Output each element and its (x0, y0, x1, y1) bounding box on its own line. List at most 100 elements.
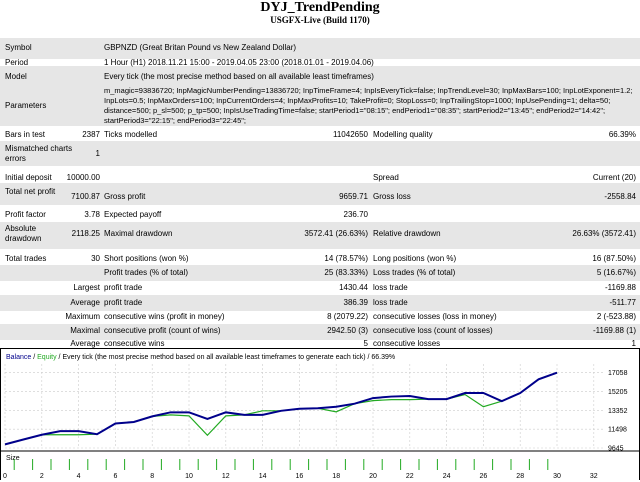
value-spread: Current (20) (592, 173, 636, 182)
size-label: Size (6, 455, 20, 462)
label-period: Period (5, 58, 29, 67)
label-profit-factor: Profit factor (5, 210, 46, 219)
y-tick-label: 11498 (608, 427, 627, 434)
label-average-cons: Average (70, 339, 100, 348)
value-symbol: GBPNZD (Great Britan Pound vs New Zealan… (104, 43, 297, 52)
value-modelling-quality: 66.39% (608, 130, 636, 139)
balance-chart: Balance / Equity / Every tick (the most … (0, 348, 640, 481)
chart-x-ticks: 0 2 4 6 8 10 12 14 16 18 20 22 24 26 28 30 32 (3, 473, 598, 480)
x-tick-label: 4 (77, 473, 81, 480)
chart-series (4, 371, 558, 446)
label-cons-loss-count: consecutive loss (count of losses) (373, 326, 493, 335)
x-tick-label: 12 (222, 473, 230, 480)
label-gross-loss: Gross loss (373, 192, 411, 201)
value-average-loss: -511.77 (609, 298, 636, 307)
report-title: DYJ_TrendPending (260, 0, 380, 15)
x-tick-label: 2 (40, 473, 44, 480)
label-ticks-modelled: Ticks modelled (104, 130, 158, 139)
legend-quality: 66.39% (371, 354, 395, 361)
value-average-profit: 386.39 (343, 298, 368, 307)
row-band (0, 222, 640, 249)
y-tick-label: 15205 (608, 389, 628, 396)
x-tick-label: 8 (150, 473, 154, 480)
label-maximal-drawdown: Maximal drawdown (104, 229, 173, 238)
chart-frame (0, 348, 640, 481)
label-short-positions: Short positions (won %) (104, 254, 189, 263)
row-band (0, 66, 640, 126)
y-tick-label: 13352 (608, 408, 628, 415)
value-maximal-drawdown: 3572.41 (26.63%) (304, 229, 368, 238)
x-tick-label: 0 (3, 473, 7, 480)
x-tick-label: 18 (332, 473, 340, 480)
value-mismatched-errors: 1 (95, 149, 100, 158)
label-absolute-drawdown: Absolute drawdown (5, 224, 42, 243)
x-tick-label: 30 (553, 473, 561, 480)
label-cons-losses-money: consecutive losses (loss in money) (373, 312, 497, 321)
value-max-cons-wins: 8 (2079.22) (327, 312, 368, 321)
label-average-profit-trade: profit trade (104, 298, 143, 307)
value-maximal-cons-loss: -1169.88 (1) (593, 326, 636, 335)
label-largest-loss-trade: loss trade (373, 283, 408, 292)
x-tick-label: 28 (516, 473, 524, 480)
value-profit-trades: 25 (83.33%) (324, 268, 368, 277)
value-gross-profit: 9659.71 (339, 192, 368, 201)
label-modelling-quality: Modelling quality (373, 130, 433, 139)
label-model: Model (5, 72, 27, 81)
x-tick-label: 26 (480, 473, 488, 480)
value-max-cons-losses: 2 (-523.88) (596, 312, 636, 321)
label-relative-drawdown: Relative drawdown (373, 229, 441, 238)
value-expected-payoff: 236.70 (343, 210, 368, 219)
value-parameters: m_magic=93836720; InpMagicNumberPending=… (104, 86, 633, 125)
label-largest: Largest (73, 283, 100, 292)
label-average-loss-trade: loss trade (373, 298, 408, 307)
label-total-net-profit: Total net profit (5, 187, 56, 196)
label-maximum: Maximum (65, 312, 100, 321)
value-total-net-profit: 7100.87 (71, 192, 100, 201)
chart-legend: Balance / Equity / Every tick (the most … (6, 354, 395, 361)
legend-model: Every tick (the most precise method base… (62, 354, 365, 361)
label-cons-wins-money: consecutive wins (profit in money) (104, 312, 225, 321)
value-bars-in-test: 2387 (82, 130, 100, 139)
value-ticks-modelled: 11042650 (333, 130, 368, 139)
row-band (0, 324, 640, 340)
legend-balance: Balance (6, 354, 31, 361)
x-tick-label: 14 (259, 473, 267, 480)
value-total-trades: 30 (91, 254, 100, 263)
label-profit-trades: Profit trades (% of total) (104, 268, 189, 277)
label-spread: Spread (373, 173, 399, 182)
row-band (0, 141, 640, 166)
size-bars (13, 459, 549, 470)
label-gross-profit: Gross profit (104, 192, 146, 201)
x-tick-label: 10 (185, 473, 193, 480)
value-loss-trades: 5 (16.67%) (596, 268, 636, 277)
label-expected-payoff: Expected payoff (104, 210, 162, 219)
report-subtitle: USGFX-Live (Build 1170) (270, 15, 370, 25)
label-total-trades: Total trades (5, 254, 47, 263)
chart-y-ticks: 17058 15205 13352 11498 9645 (608, 370, 628, 452)
value-maximal-cons-profit: 2942.50 (3) (327, 326, 368, 335)
label-long-positions: Long positions (won %) (373, 254, 457, 263)
x-tick-label: 6 (113, 473, 117, 480)
label-initial-deposit: Initial deposit (5, 173, 52, 182)
balance-chart-svg: Balance / Equity / Every tick (the most … (0, 348, 640, 481)
row-band (0, 265, 640, 281)
row-band (0, 183, 640, 205)
value-avg-cons-losses: 1 (631, 339, 636, 348)
y-tick-label: 17058 (608, 370, 628, 377)
value-absolute-drawdown: 2118.25 (71, 229, 100, 238)
value-long-positions: 16 (87.50%) (592, 254, 636, 263)
label-loss-trades: Loss trades (% of total) (373, 268, 456, 277)
label-mismatched-errors: Mismatched charts errors (5, 144, 73, 163)
x-tick-label: 16 (296, 473, 304, 480)
value-short-positions: 14 (78.57%) (324, 254, 368, 263)
legend-sep: / (31, 354, 37, 361)
label-average: Average (70, 298, 100, 307)
row-band (0, 38, 640, 59)
label-maximal: Maximal (70, 326, 100, 335)
value-period: 1 Hour (H1) 2018.11.21 15:00 - 2019.04.0… (104, 58, 374, 67)
x-tick-label: 20 (369, 473, 377, 480)
label-parameters: Parameters (5, 101, 47, 110)
label-largest-profit-trade: profit trade (104, 283, 143, 292)
label-symbol: Symbol (5, 43, 32, 52)
